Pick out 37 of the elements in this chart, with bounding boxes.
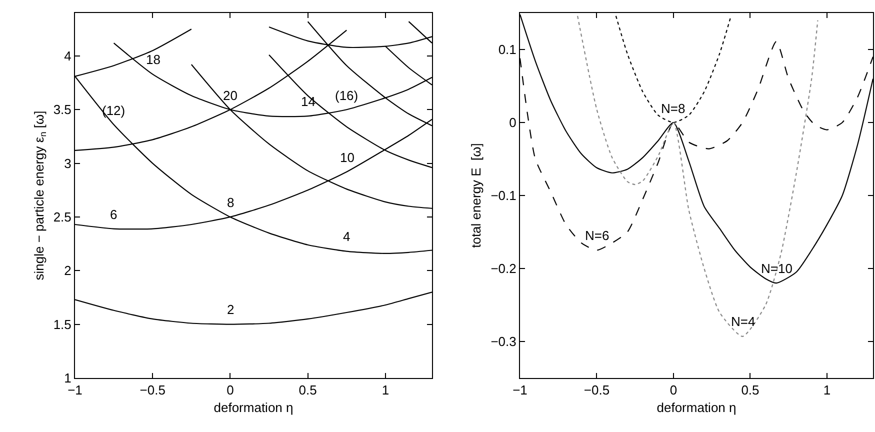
x-tick-label: 0 bbox=[226, 382, 234, 398]
annotation: N=10 bbox=[761, 261, 792, 276]
y-tick-label: 2.5 bbox=[53, 210, 72, 225]
x-tick-label: −1 bbox=[512, 382, 528, 398]
annotation: 20 bbox=[223, 88, 238, 103]
y-tick-label: 0.1 bbox=[498, 42, 516, 58]
x-axis-title: deformation η bbox=[214, 400, 294, 416]
x-tick-label: −0.5 bbox=[584, 382, 610, 398]
y-tick-label: 2 bbox=[64, 263, 72, 278]
annotation: (12) bbox=[102, 103, 126, 118]
x-tick-label: 0.5 bbox=[298, 382, 317, 398]
annotation: 6 bbox=[110, 207, 118, 222]
x-tick-label: 1 bbox=[823, 382, 831, 398]
annotation: 14 bbox=[301, 94, 316, 109]
y-tick-label: 3.5 bbox=[53, 102, 72, 118]
annotation: N=6 bbox=[585, 228, 610, 243]
x-axis-title: deformation η bbox=[656, 400, 736, 416]
x-tick-label: 1 bbox=[382, 382, 390, 398]
annotation: 10 bbox=[340, 150, 354, 165]
y-tick-label: 4 bbox=[64, 48, 72, 64]
annotation: 4 bbox=[343, 229, 350, 244]
y-tick-label: −0.2 bbox=[490, 261, 516, 276]
annotation: N=4 bbox=[731, 314, 756, 329]
annotation: (16) bbox=[335, 88, 358, 103]
y-tick-label: 3 bbox=[64, 156, 72, 171]
x-tick-label: 0 bbox=[670, 382, 678, 398]
x-tick-label: −0.5 bbox=[140, 382, 166, 398]
annotation: N=8 bbox=[661, 101, 686, 116]
y-axis-title: total energy E [ω] bbox=[468, 143, 484, 248]
y-tick-label: 1.5 bbox=[53, 316, 72, 332]
y-tick-label: 0 bbox=[509, 115, 516, 130]
x-tick-label: 0.5 bbox=[741, 382, 760, 398]
y-tick-label: −0.3 bbox=[490, 334, 516, 350]
annotation: 2 bbox=[227, 302, 234, 317]
annotation: 18 bbox=[146, 52, 160, 67]
annotation: 8 bbox=[227, 195, 234, 210]
y-tick-label: −0.1 bbox=[490, 188, 516, 204]
